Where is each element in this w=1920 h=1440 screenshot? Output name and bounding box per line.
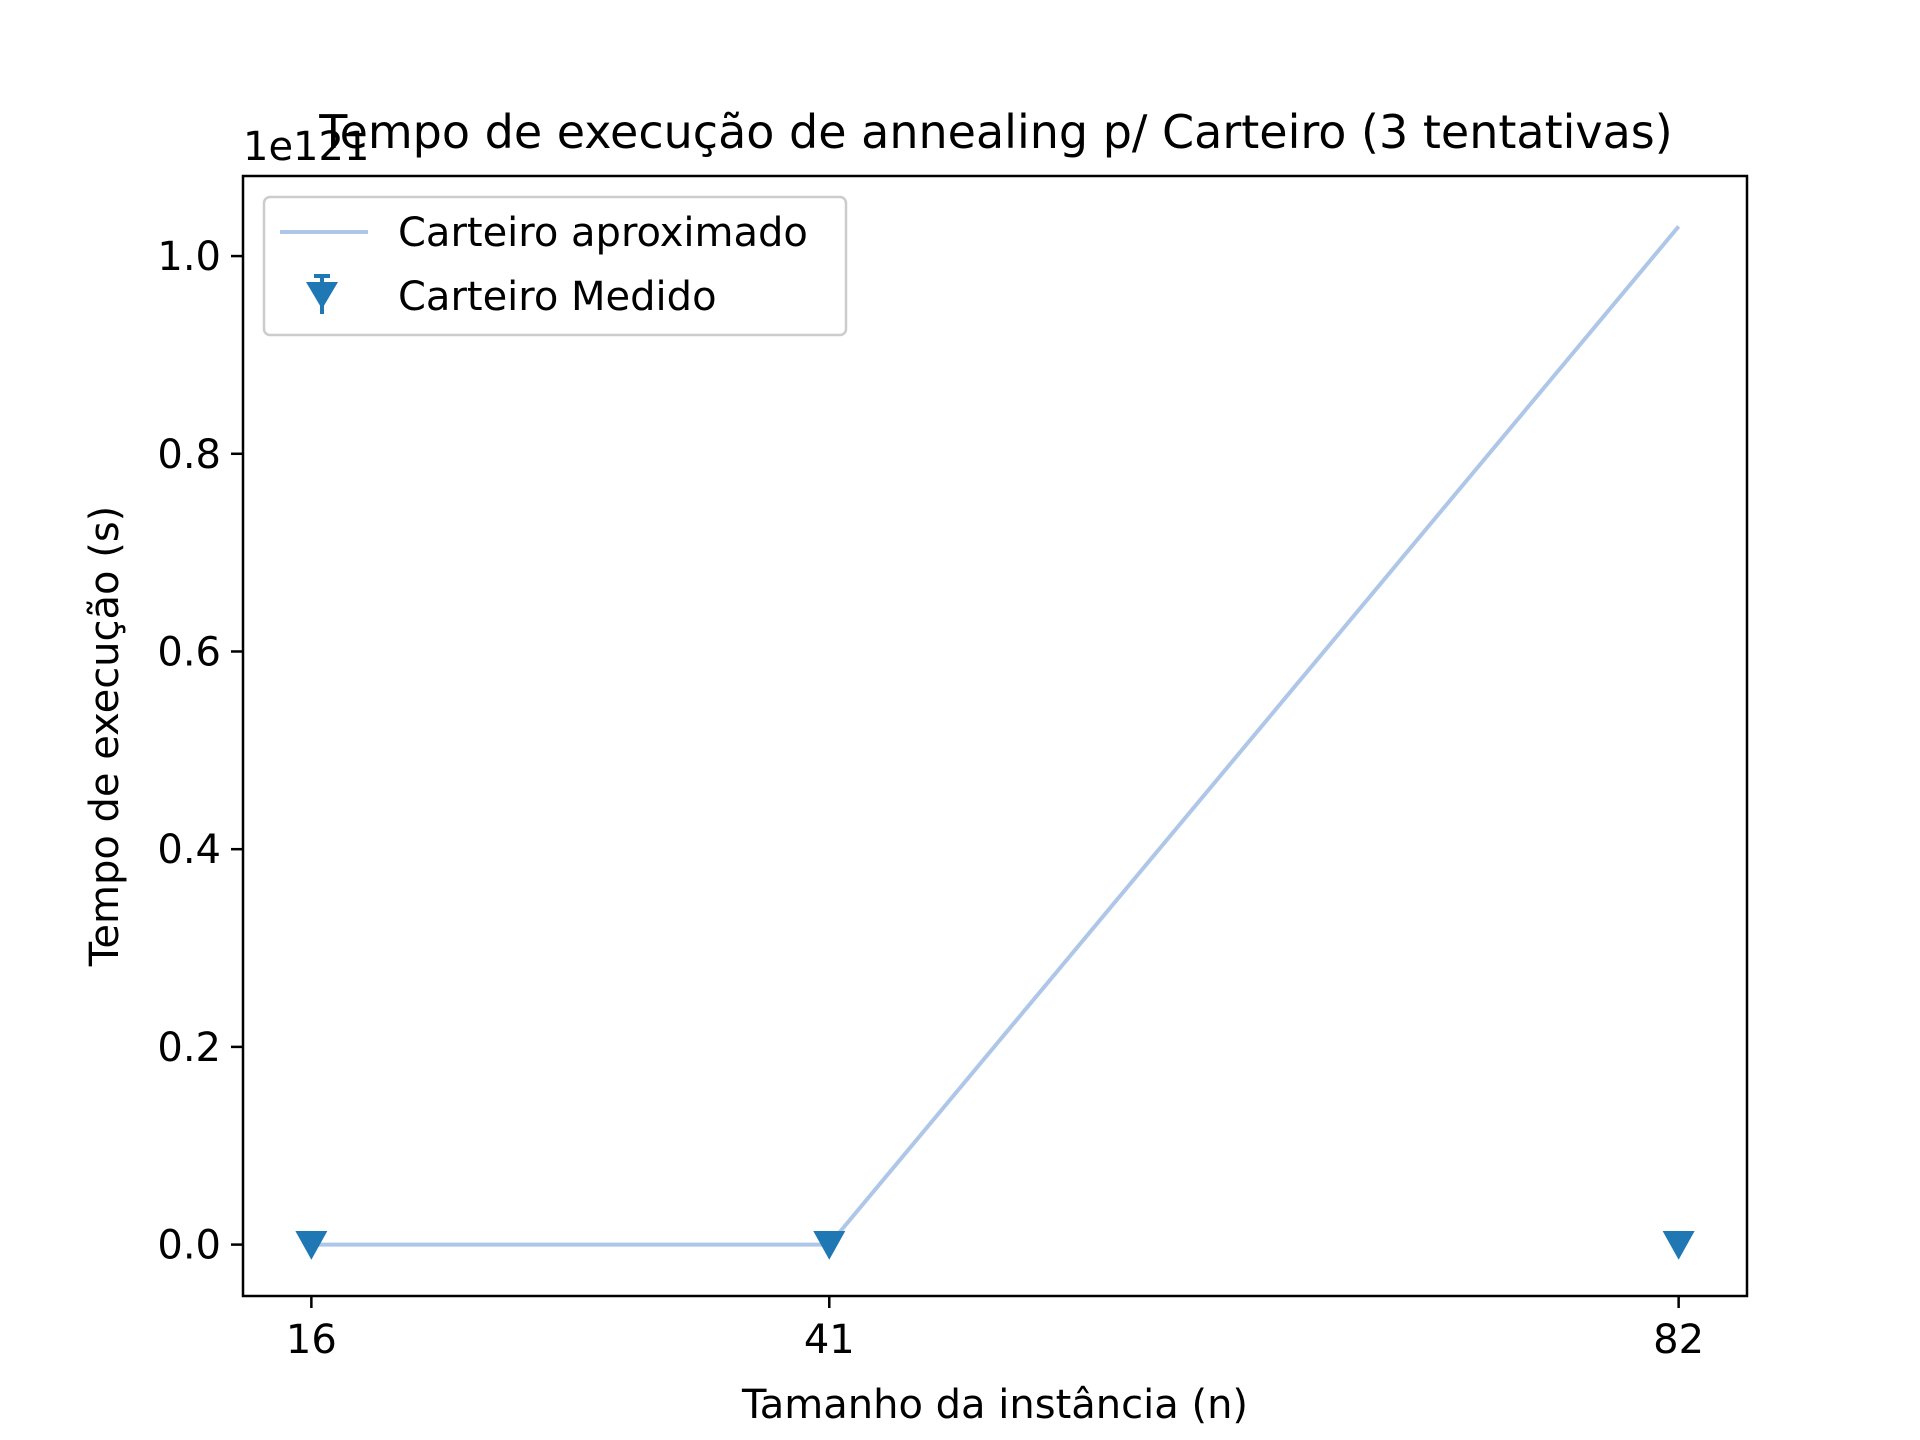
legend: Carteiro aproximado Carteiro Medido xyxy=(262,195,848,337)
x-tick-label: 16 xyxy=(286,1317,337,1363)
y-offset-text: 1e121 xyxy=(243,124,369,170)
y-tick-label: 1.0 xyxy=(157,234,221,280)
legend-label-medido: Carteiro Medido xyxy=(398,274,717,320)
data-point-medido xyxy=(1662,1230,1695,1260)
y-tick-label: 0.8 xyxy=(157,432,221,478)
x-axis-label: Tamanho da instância (n) xyxy=(741,1382,1248,1428)
y-tick-label: 0.2 xyxy=(157,1025,221,1071)
legend-box xyxy=(262,195,848,337)
y-tick-label: 0.0 xyxy=(157,1223,221,1269)
x-tick-label: 82 xyxy=(1653,1317,1704,1363)
data-point-medido xyxy=(295,1230,328,1260)
legend-label-aproximado: Carteiro aproximado xyxy=(398,210,808,256)
data-point-medido xyxy=(813,1230,846,1260)
legend-marker-swatch xyxy=(306,274,338,314)
y-tick-label: 0.6 xyxy=(157,629,221,675)
y-axis-label: Tempo de execução (s) xyxy=(82,506,128,968)
plot-area xyxy=(295,225,1695,1260)
plot-frame xyxy=(241,174,1749,1298)
x-tick-label: 41 xyxy=(804,1317,855,1363)
chart-title: Tempo de execução de annealing p/ Cartei… xyxy=(318,105,1672,159)
y-tick-label: 0.4 xyxy=(157,827,221,873)
axis-ticks: 16 41 82 0.0 0.2 0.4 0.6 0.8 1.0 xyxy=(157,234,1704,1363)
